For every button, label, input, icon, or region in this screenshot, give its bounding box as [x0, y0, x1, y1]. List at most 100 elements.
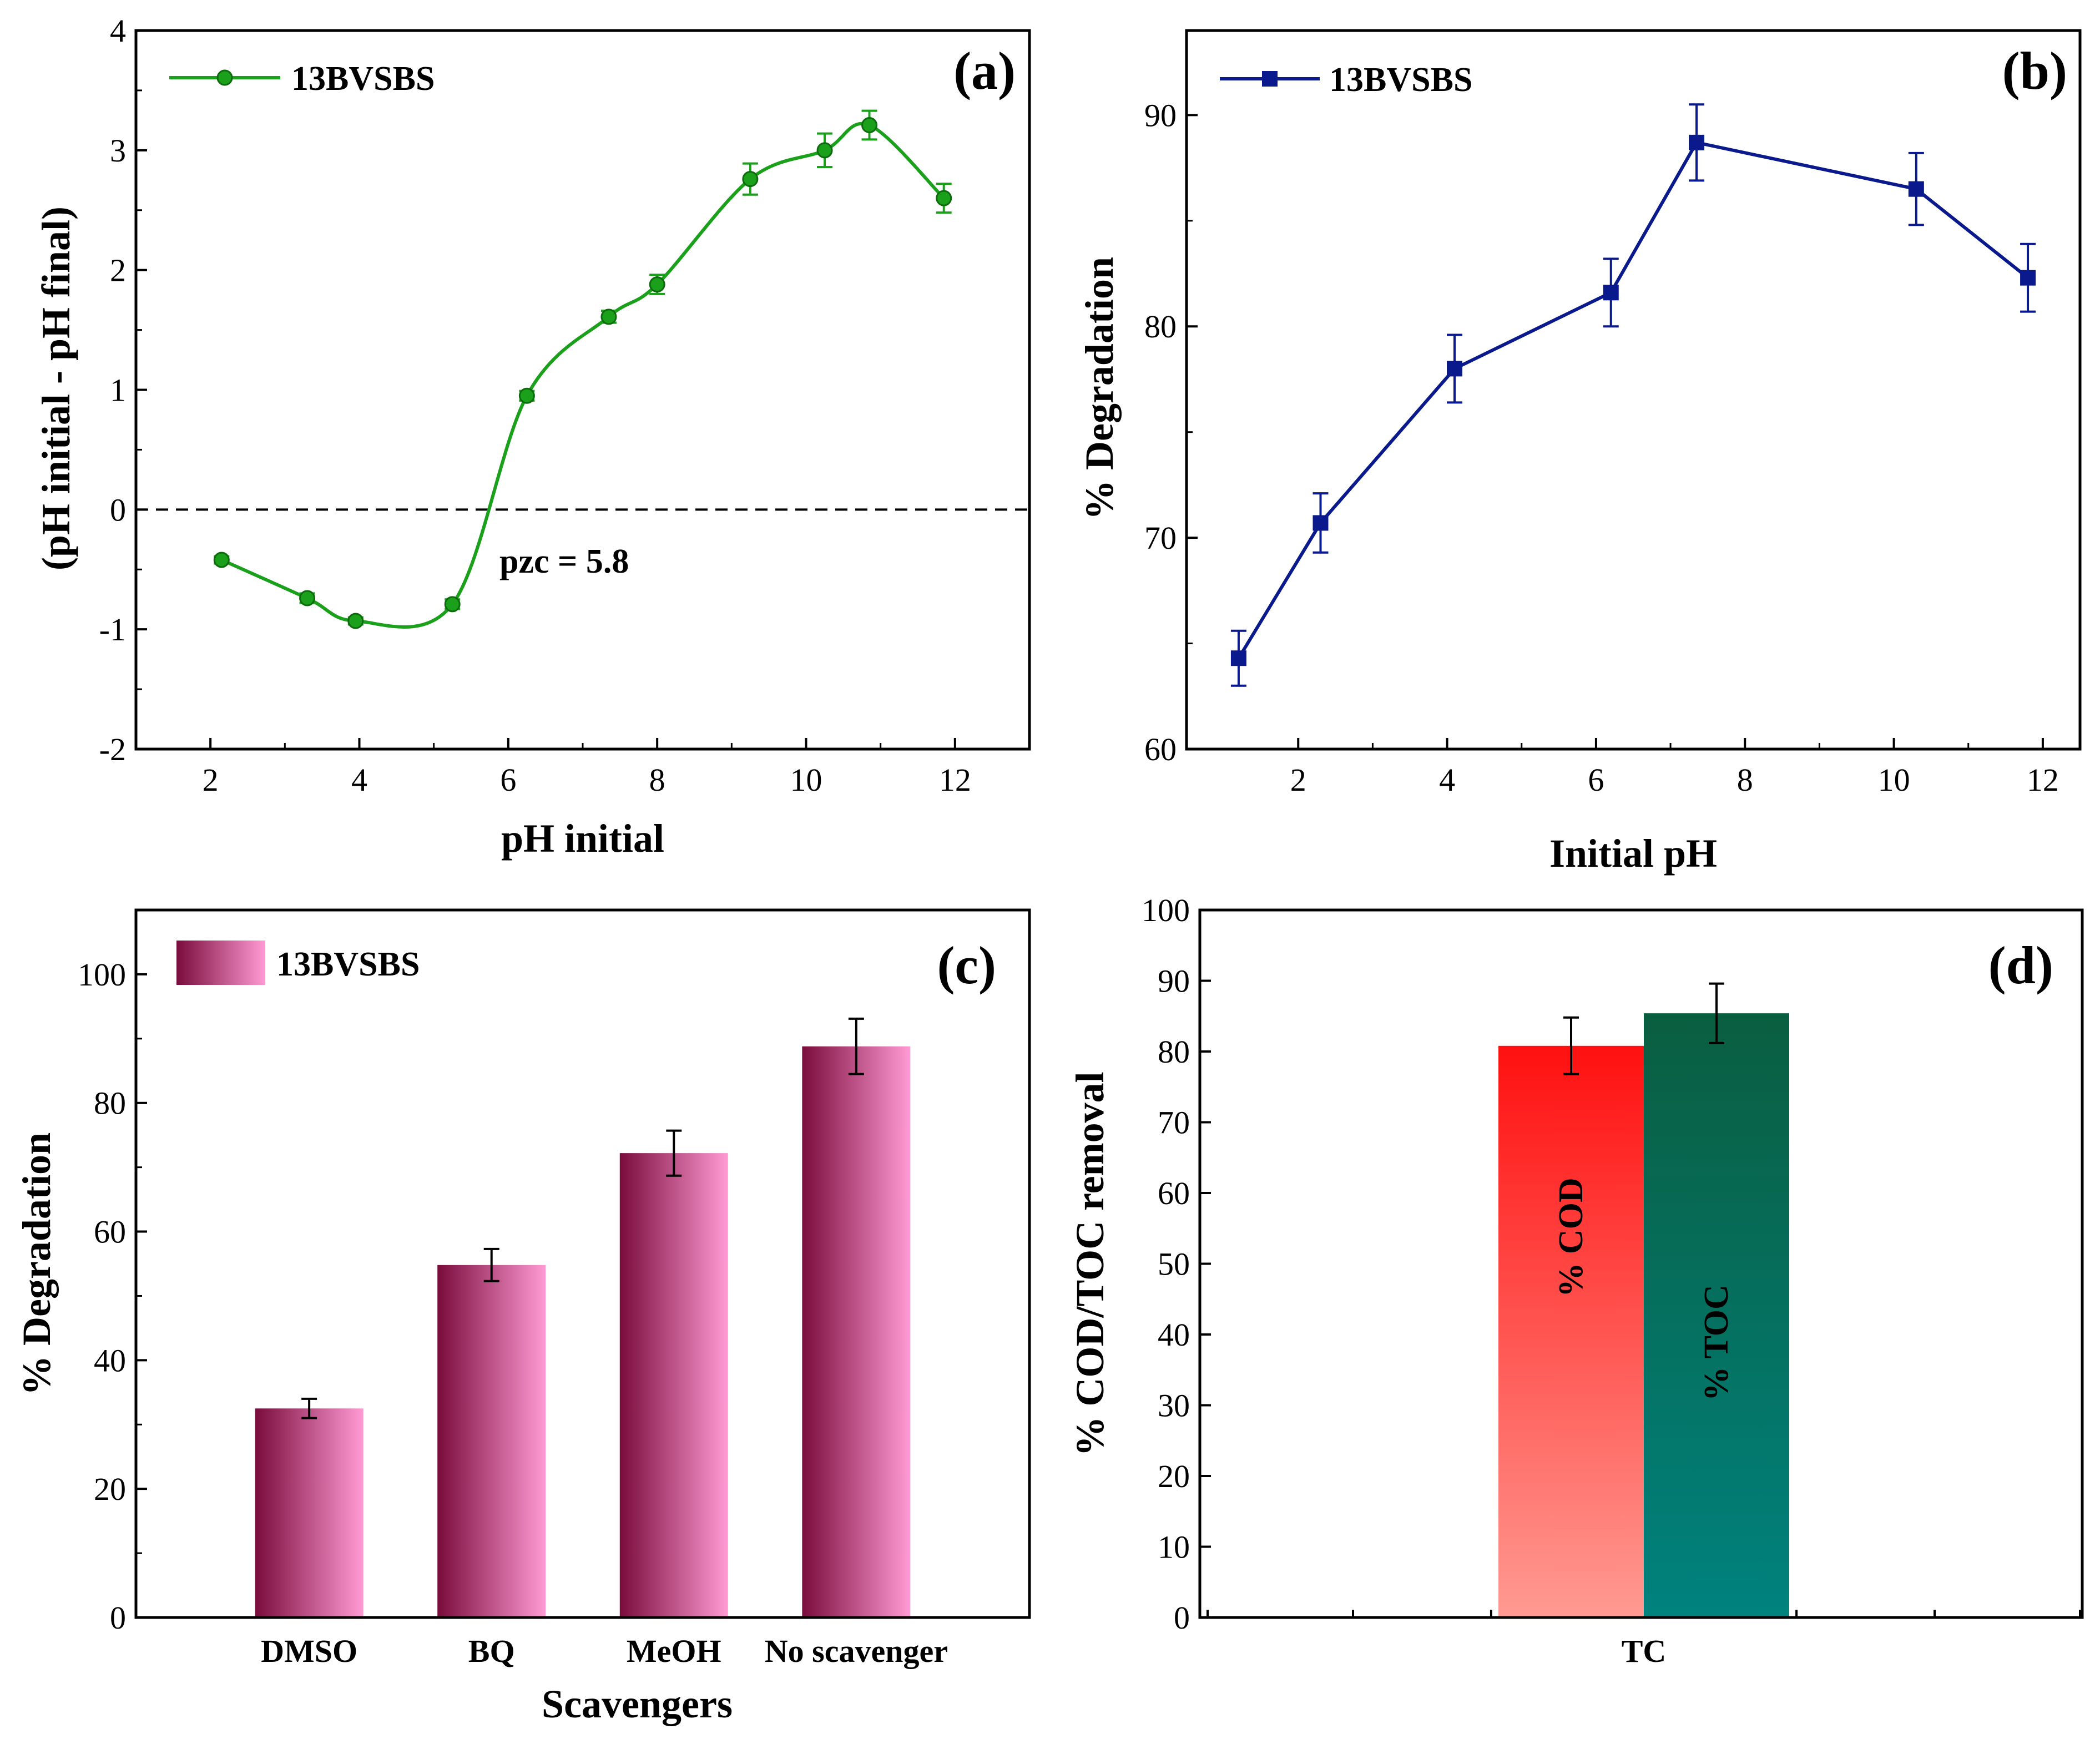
chart-d-ylabel: % COD/TOC removal	[1068, 1071, 1112, 1456]
chart-d-series-label: % COD	[1552, 1177, 1590, 1297]
chart-c-plot-layer: 0 20 40 60 80 100 DMSO BQ MeOH No scavenger	[78, 957, 948, 1669]
chart-c-legend-swatch	[176, 941, 265, 985]
chart-a-data-point	[347, 613, 364, 629]
chart-b-ylabel: % Degradation	[1077, 257, 1122, 520]
chart-c-category-label: BQ	[468, 1633, 515, 1669]
chart-a-data-point	[299, 590, 316, 606]
chart-a-ytick-label: -1	[99, 611, 126, 648]
chart-a-xtick-label: 2	[203, 762, 219, 798]
chart-b-data-point	[1230, 650, 1246, 666]
chart-c-bar	[437, 1265, 546, 1617]
chart-d-ytick-label: 90	[1158, 963, 1190, 999]
chart-c-panel-label: (c)	[937, 936, 996, 995]
chart-b-xlabel: Initial pH	[1549, 831, 1717, 876]
chart-c-bar	[255, 1408, 364, 1617]
chart-d-ytick-label: 80	[1158, 1034, 1190, 1070]
chart-b-series-line	[1237, 140, 2029, 659]
chart-a-data-point	[444, 596, 461, 613]
chart-d-category-label: TC	[1622, 1633, 1667, 1669]
chart-c-ytick-label: 40	[94, 1342, 126, 1378]
chart-c-bar	[619, 1153, 728, 1617]
chart-b-data-point	[1908, 181, 1924, 197]
chart-b-xtick-label: 6	[1588, 762, 1604, 798]
chart-a-data-point	[861, 117, 878, 134]
chart-a-legend-label: 13BVSBS	[291, 60, 435, 98]
chart-d-ytick-label: 10	[1158, 1529, 1190, 1565]
chart-b-frame	[1185, 29, 2082, 751]
chart-c-ytick-label: 0	[110, 1600, 126, 1636]
chart-d-series-label: % TOC	[1698, 1285, 1735, 1401]
chart-a-legend: 13BVSBS	[169, 60, 435, 98]
chart-d-ytick-label: 100	[1142, 892, 1190, 928]
chart-a-data-point	[816, 142, 833, 159]
chart-b-xtick-label: 10	[1878, 762, 1910, 798]
chart-d-ytick-label: 20	[1158, 1458, 1190, 1494]
chart-b-xtick-label: 8	[1737, 762, 1753, 798]
chart-d-bar	[1644, 1013, 1789, 1617]
chart-c-ylabel: % Degradation	[14, 1133, 59, 1396]
chart-a-panel-label: (a)	[953, 41, 1016, 100]
chart-c-ytick-label: 20	[94, 1471, 126, 1507]
chart-d-frame	[1198, 908, 2084, 1619]
chart-b-xtick-label: 4	[1439, 762, 1455, 798]
chart-d-bar	[1498, 1045, 1644, 1617]
chart-c-xlabel: Scavengers	[542, 1682, 733, 1726]
chart-b-data-point	[1312, 515, 1329, 531]
chart-b-data-point	[1603, 285, 1619, 301]
chart-b-data-point	[1447, 361, 1462, 377]
chart-a-data-point	[936, 190, 952, 206]
chart-a-data-point	[742, 171, 759, 188]
chart-a-ytick-label: 3	[110, 133, 126, 169]
chart-a-ytick-label: 0	[110, 492, 126, 528]
chart-b-ytick-label: 90	[1144, 97, 1177, 133]
chart-a-xtick-label: 12	[939, 762, 971, 798]
chart-c-bar	[802, 1046, 911, 1617]
chart-panel-b: 60 70 80 90 2 4 6 8 10 12 (b) Initial pH % Degrad…	[1077, 29, 2082, 876]
chart-d-ytick-label: 60	[1158, 1175, 1190, 1211]
chart-b-ytick-label: 70	[1144, 520, 1177, 556]
chart-b-xtick-label: 2	[1290, 762, 1306, 798]
chart-a-data-point	[518, 387, 535, 404]
chart-a-xtick-label: 6	[500, 762, 516, 798]
chart-b-panel-label: (b)	[2002, 41, 2067, 100]
chart-panel-d: 0 10 20 30 40 50 60 70 80 90 100 % COD % TOC TC (d) %…	[1068, 892, 2084, 1669]
chart-b-plot-layer: 60 70 80 90 2 4 6 8 10 12	[1144, 97, 2059, 798]
chart-b-xtick-label: 12	[2027, 762, 2059, 798]
chart-b-legend-marker	[1262, 71, 1278, 87]
chart-a-legend-marker	[216, 69, 233, 86]
chart-a-ylabel: (pH initial - pH final)	[34, 206, 78, 570]
chart-b-legend-label: 13BVSBS	[1329, 61, 1472, 99]
chart-c-ytick-label: 100	[78, 957, 126, 993]
chart-b-legend: 13BVSBS	[1220, 61, 1472, 99]
chart-d-ytick-label: 0	[1174, 1600, 1190, 1636]
chart-a-ytick-label: 4	[110, 13, 126, 49]
chart-d-ytick-label: 40	[1158, 1317, 1190, 1353]
chart-a-xtick-label: 4	[351, 762, 367, 798]
chart-d-ytick-label: 70	[1158, 1105, 1190, 1141]
chart-c-ytick-label: 60	[94, 1214, 126, 1250]
chart-b-data-point	[2020, 270, 2036, 286]
chart-c-legend: 13BVSBS	[176, 941, 420, 985]
chart-a-data-point	[600, 309, 617, 325]
chart-d-plot-layer: 0 10 20 30 40 50 60 70 80 90 100 % COD % TOC TC	[1142, 892, 2081, 1669]
chart-a-xtick-label: 8	[649, 762, 665, 798]
chart-a-annotation: pzc = 5.8	[499, 543, 629, 580]
chart-c-legend-label: 13BVSBS	[276, 946, 420, 983]
chart-b-data-point	[1689, 134, 1705, 150]
chart-a-xlabel: pH initial	[501, 816, 664, 861]
chart-d-panel-label: (d)	[1988, 936, 2053, 995]
chart-c-category-label: DMSO	[261, 1633, 357, 1669]
chart-d-ytick-label: 50	[1158, 1246, 1190, 1282]
chart-a-ytick-label: 2	[110, 252, 126, 289]
chart-c-ytick-label: 80	[94, 1085, 126, 1121]
chart-a-xtick-label: 10	[790, 762, 822, 798]
chart-a-frame	[134, 29, 1031, 751]
chart-b-ytick-label: 60	[1144, 731, 1177, 767]
chart-c-category-label: MeOH	[627, 1633, 721, 1669]
chart-d-ytick-label: 30	[1158, 1388, 1190, 1424]
chart-c-category-label: No scavenger	[765, 1633, 948, 1669]
chart-b-ytick-label: 80	[1144, 309, 1177, 345]
